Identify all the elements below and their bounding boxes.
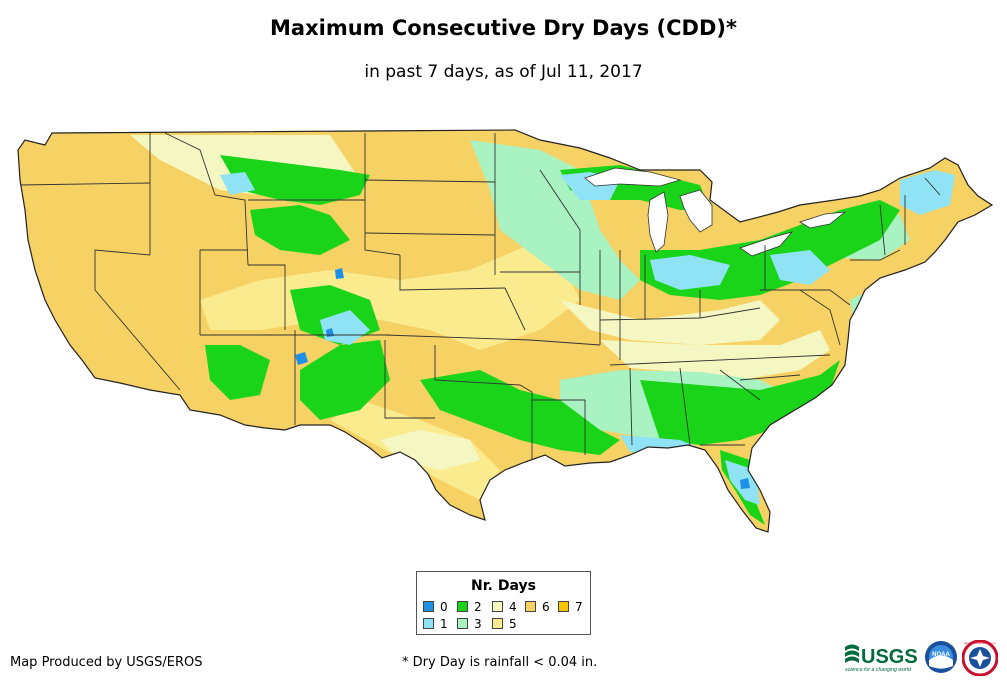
- map-credit: Map Produced by USGS/EROS: [10, 655, 203, 670]
- legend-label-7: 7: [575, 600, 583, 614]
- legend-label-4: 4: [509, 600, 517, 614]
- legend-swatch-4: [492, 601, 503, 612]
- legend-swatch-5: [492, 618, 503, 629]
- dry-day-footnote: * Dry Day is rainfall < 0.04 in.: [402, 655, 598, 670]
- legend-label-0: 0: [440, 600, 448, 614]
- usgs-logo: USGS science for a changing world: [845, 644, 918, 673]
- legend-swatch-7: [558, 601, 569, 612]
- map-subtitle: in past 7 days, as of Jul 11, 2017: [364, 62, 643, 82]
- nws-wordmark: NATIONAL WEATHER SERVICE: [964, 642, 997, 645]
- legend: Nr. Days 0 1 2 3 4 5 6 7: [416, 571, 591, 635]
- usgs-tagline: science for a changing world: [845, 667, 912, 673]
- legend-label-3: 3: [474, 617, 482, 631]
- nws-logo: NATIONAL WEATHER SERVICE: [962, 640, 998, 676]
- map-title: Maximum Consecutive Dry Days (CDD)*: [270, 16, 737, 40]
- usgs-wave-icon: [845, 644, 859, 663]
- legend-title: Nr. Days: [471, 578, 536, 594]
- legend-swatch-6: [525, 601, 536, 612]
- legend-swatch-2: [457, 601, 468, 612]
- legend-label-5: 5: [509, 617, 517, 631]
- legend-swatch-0: [423, 601, 434, 612]
- legend-swatch-3: [457, 618, 468, 629]
- legend-label-2: 2: [474, 600, 482, 614]
- legend-swatch-1: [423, 618, 434, 629]
- legend-label-1: 1: [440, 617, 448, 631]
- legend-label-6: 6: [542, 600, 550, 614]
- noaa-logo: NOAA: [925, 641, 957, 673]
- noaa-wordmark: NOAA: [932, 652, 950, 658]
- usgs-wordmark: USGS: [861, 646, 918, 668]
